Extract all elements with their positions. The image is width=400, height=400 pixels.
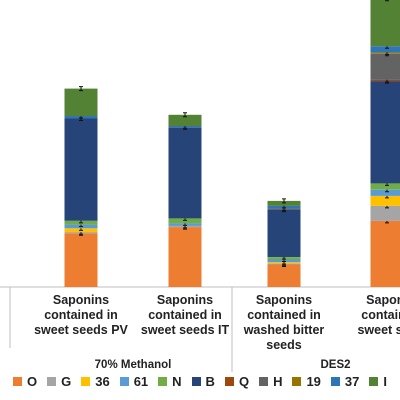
legend-item-36: 36: [81, 373, 110, 389]
category-label: Saponins: [256, 293, 312, 307]
legend-swatch: [292, 376, 302, 386]
category-label: seeds: [266, 338, 301, 352]
bar-segment-H: [370, 53, 400, 80]
legend-swatch: [369, 376, 379, 386]
group-labels-layer: 70% Methanol DES2: [95, 359, 351, 371]
legend-swatch: [191, 376, 201, 386]
legend-swatch: [81, 376, 91, 386]
legend-swatch: [158, 376, 168, 386]
legend-item-N: N: [158, 373, 182, 389]
category-label: Saponins: [157, 293, 213, 307]
legend-swatch: [119, 376, 129, 386]
bar-segment-B: [168, 127, 202, 219]
legend-label: B: [205, 373, 215, 389]
bar-segment-I: [64, 88, 98, 117]
group-label: DES2: [320, 359, 350, 371]
bar-segment-N: [370, 183, 400, 190]
bar-segment-O: [267, 264, 301, 287]
category-label: contained in: [247, 308, 321, 322]
error-bar: [385, 0, 389, 2]
bar-segment-I: [168, 114, 202, 126]
bar-segment-B: [370, 81, 400, 184]
bar-segment-36: [370, 195, 400, 206]
bar-segment-37: [370, 46, 400, 53]
legend-item-G: G: [47, 374, 71, 389]
bar-segment-I: [370, 0, 400, 47]
bar-segment-O: [64, 233, 98, 287]
category-label: containe: [361, 308, 400, 322]
legend-label: 61: [133, 373, 149, 389]
bar-segment-O: [168, 227, 202, 287]
legend-label: G: [61, 373, 72, 389]
bar-segment-19: [370, 52, 400, 54]
bar-segment-G: [370, 205, 400, 221]
legend-label: O: [26, 373, 38, 389]
legend-swatch: [224, 376, 234, 386]
legend-label: N: [172, 373, 182, 389]
legend-item-Q: Q: [224, 373, 250, 389]
category-label: Saponins: [53, 293, 109, 307]
bar-segment-O: [370, 220, 400, 287]
legend-label: Q: [238, 373, 250, 389]
error-bar: [282, 198, 286, 204]
category-label: sweet seeds IT: [141, 323, 230, 337]
legend-item-61: 61: [119, 373, 149, 389]
legend-item-37: 37: [330, 373, 360, 389]
legend-item-B: B: [191, 373, 215, 389]
category-label: contained in: [148, 308, 222, 322]
legend-swatch: [12, 376, 22, 386]
bar-segment-B: [64, 118, 98, 221]
legend-label: I: [383, 373, 388, 389]
legend-item-O: O: [12, 373, 38, 389]
legend: O G 36 61 N B Q H 19 37 I: [0, 369, 400, 393]
legend-label: H: [273, 373, 283, 389]
group-label: 70% Methanol: [95, 359, 172, 371]
bars-layer: [64, 0, 400, 287]
legend-swatch: [259, 376, 269, 386]
category-label: contained in: [44, 308, 118, 322]
category-label: Saponi: [366, 293, 400, 307]
legend-item-I: I: [369, 374, 387, 389]
legend-label: 36: [95, 373, 110, 389]
category-label: sweet seeds PV: [34, 323, 128, 337]
error-bar: [183, 112, 187, 118]
category-label: washed bitter: [243, 323, 325, 337]
legend-swatch: [47, 376, 57, 386]
category-label: sweet see: [357, 323, 400, 337]
legend-label: 37: [344, 373, 360, 389]
legend-item-19: 19: [292, 373, 321, 389]
legend-label: 19: [306, 373, 321, 389]
bar-segment-61: [370, 189, 400, 196]
legend-item-H: H: [259, 374, 282, 389]
bar-segment-B: [267, 209, 301, 257]
error-bar: [79, 86, 83, 92]
bar-segment-Q: [370, 79, 400, 82]
legend-swatch: [330, 376, 340, 386]
